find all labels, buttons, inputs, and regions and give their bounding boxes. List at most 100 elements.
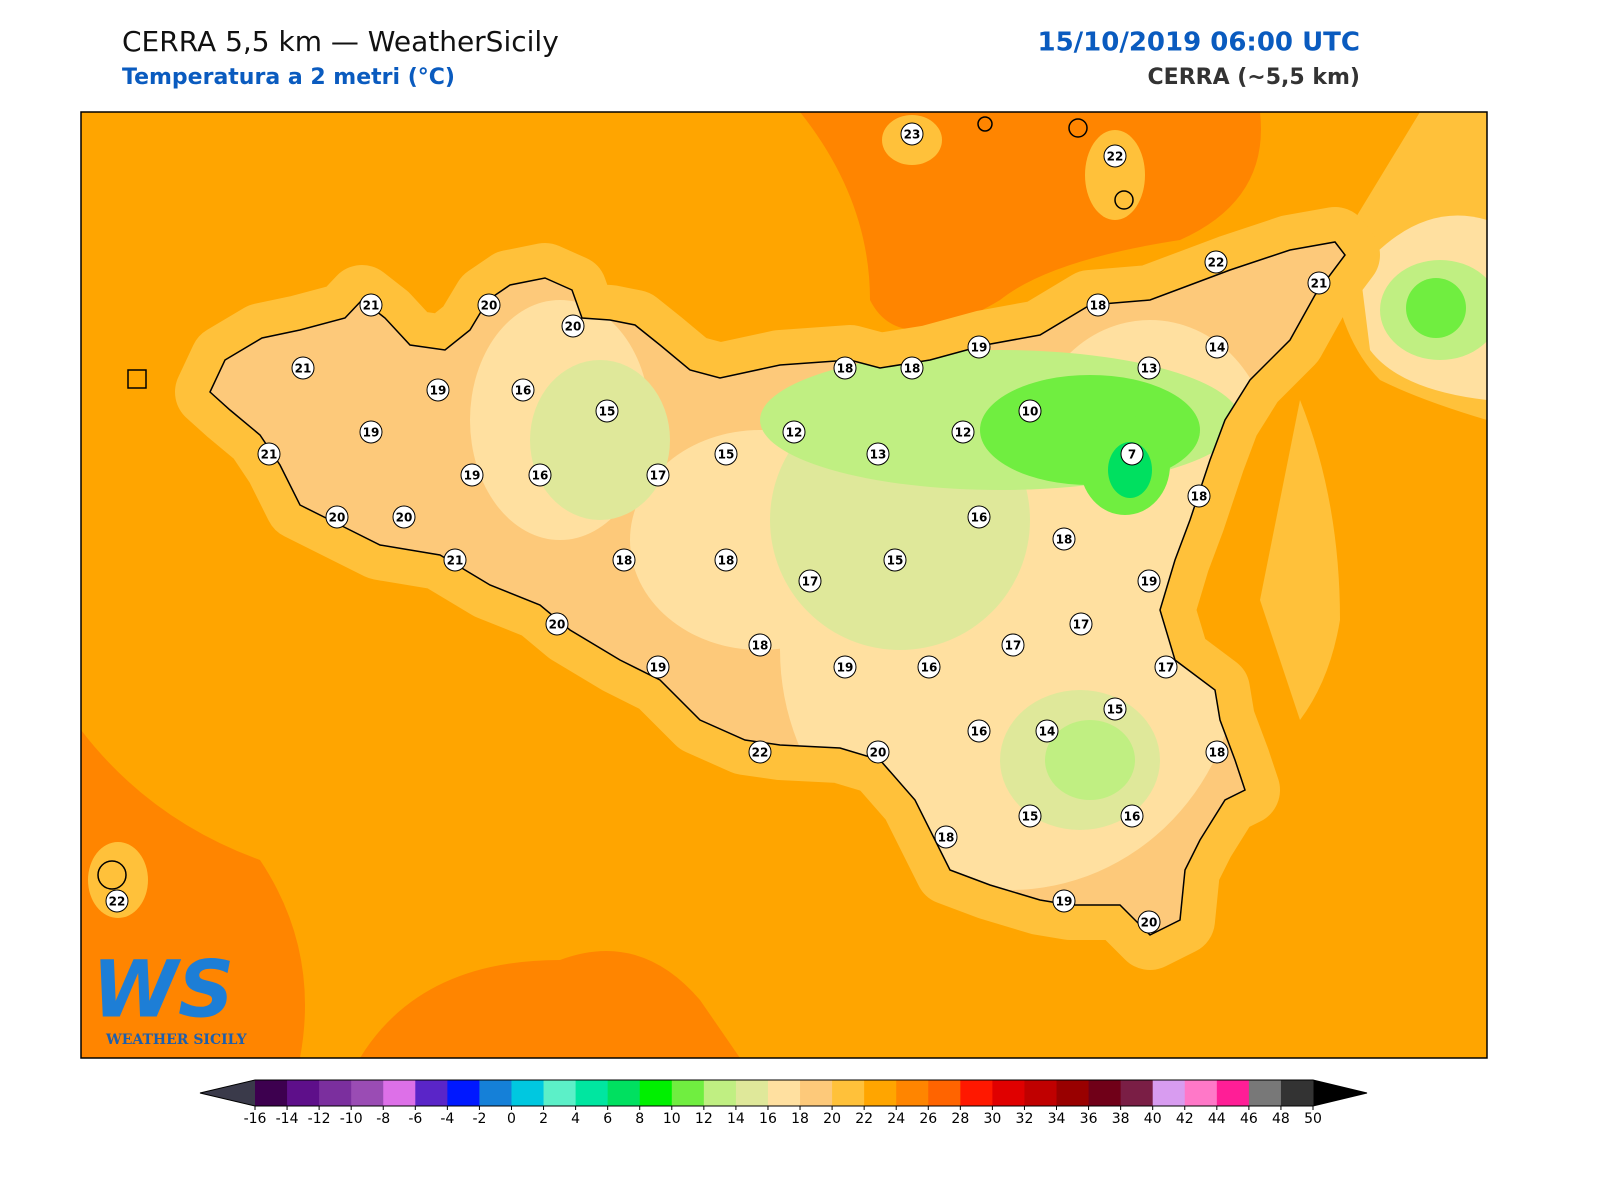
colorbar-segment (928, 1080, 961, 1106)
station-marker (798, 569, 822, 593)
colorbar-tick-label: 12 (695, 1111, 713, 1127)
colorbar-segment (543, 1080, 577, 1106)
station-value: 16 (532, 469, 549, 483)
colorbar-segment (639, 1080, 673, 1106)
station-value: 18 (837, 362, 854, 376)
colorbar-segment (1024, 1080, 1058, 1106)
station-value: 18 (752, 639, 769, 653)
colorbar-segment (767, 1080, 801, 1106)
station-marker (291, 356, 315, 380)
colorbar-segment (992, 1080, 1025, 1106)
logo-text: WEATHER SICILY (105, 1032, 248, 1048)
colorbar-tick-label: 8 (635, 1111, 644, 1127)
station-marker (714, 548, 738, 572)
station-value: 15 (599, 405, 616, 419)
station-value: 18 (1191, 490, 1208, 504)
station-marker (646, 655, 670, 679)
station-marker (105, 889, 129, 913)
colorbar-tick-label: 48 (1272, 1111, 1290, 1127)
colorbar-segment (479, 1080, 512, 1106)
colorbar-tick-label: 38 (1112, 1111, 1130, 1127)
station-value: 15 (1022, 810, 1039, 824)
station-value: 12 (955, 426, 972, 440)
station-value: 21 (363, 299, 380, 313)
station-marker (782, 420, 806, 444)
station-marker (967, 335, 991, 359)
station-value: 19 (971, 341, 988, 355)
map (81, 112, 1487, 1058)
station-value: 16 (971, 511, 988, 525)
station-value: 21 (1311, 277, 1328, 291)
title: CERRA 5,5 km — WeatherSicily (122, 25, 559, 58)
colorbar-segment (415, 1080, 448, 1106)
colorbar-tick-label: 36 (1080, 1111, 1098, 1127)
station-value: 17 (1005, 639, 1022, 653)
station-value: 23 (904, 128, 921, 142)
station-marker (1154, 655, 1178, 679)
colorbar-over (1313, 1080, 1367, 1106)
colorbar-segment (447, 1080, 480, 1106)
station-value: 19 (430, 384, 447, 398)
station-marker (1103, 144, 1127, 168)
station-value: 13 (870, 448, 887, 462)
station-marker (1001, 633, 1025, 657)
colorbar-segment (1120, 1080, 1154, 1106)
station-value: 19 (650, 661, 667, 675)
station-marker (934, 825, 958, 849)
colorbar-tick-label: 24 (887, 1111, 905, 1127)
station-value: 16 (1124, 810, 1141, 824)
colorbar-under (200, 1080, 255, 1106)
station-value: 18 (904, 362, 921, 376)
colorbar-segment (703, 1080, 737, 1106)
datetime: 15/10/2019 06:00 UTC (1037, 28, 1360, 58)
colorbar-tick-label: 40 (1144, 1111, 1162, 1127)
station-marker (714, 442, 738, 466)
colorbar-tick-label: -2 (472, 1111, 486, 1127)
colorbar-segment (351, 1080, 384, 1106)
station-marker (1205, 335, 1229, 359)
colorbar-tick-label: 6 (603, 1111, 612, 1127)
station-value: 16 (515, 384, 532, 398)
colorbar-segment (319, 1080, 352, 1106)
station-marker (646, 463, 670, 487)
station-value: 17 (650, 469, 667, 483)
colorbar-tick-label: 2 (539, 1111, 548, 1127)
station-marker (1120, 804, 1144, 828)
colorbar-segment (1152, 1080, 1186, 1106)
station-value: 22 (1208, 256, 1225, 270)
station-marker (1204, 250, 1228, 274)
station-marker (967, 505, 991, 529)
colorbar-segment (287, 1080, 320, 1106)
station-marker (833, 655, 857, 679)
station-marker (545, 612, 569, 636)
colorbar-segment (896, 1080, 929, 1106)
station-marker (325, 505, 349, 529)
colorbar-segment (383, 1080, 416, 1106)
station-marker (595, 399, 619, 423)
station-marker (900, 356, 924, 380)
station-marker (443, 548, 467, 572)
stations: 23 22 22 21 18 14 13 19 18 18 10 12 7 13 12 15 17 15 16 16 2… (105, 122, 1331, 934)
colorbar-tick-label: 50 (1304, 1111, 1322, 1127)
station-marker (1086, 293, 1110, 317)
station-value: 22 (109, 895, 126, 909)
station-marker (1307, 271, 1331, 295)
colorbar-tick-label: -12 (308, 1111, 331, 1127)
station-marker (1018, 399, 1042, 423)
colorbar-tick-label: 34 (1048, 1111, 1066, 1127)
station-marker (1187, 484, 1211, 508)
station-value: 22 (1107, 150, 1124, 164)
station-value: 20 (549, 618, 566, 632)
station-value: 20 (1141, 916, 1158, 930)
subtitle: Temperatura a 2 metri (°C) (122, 65, 455, 90)
station-marker (866, 740, 890, 764)
station-marker (257, 442, 281, 466)
colorbar-tick-label: 26 (919, 1111, 937, 1127)
colorbar-tick-label: 32 (1016, 1111, 1034, 1127)
station-marker (1069, 612, 1093, 636)
station-value: 20 (870, 746, 887, 760)
station-marker (1205, 740, 1229, 764)
station-value: 14 (1039, 725, 1056, 739)
colorbar-tick-label: 22 (855, 1111, 873, 1127)
